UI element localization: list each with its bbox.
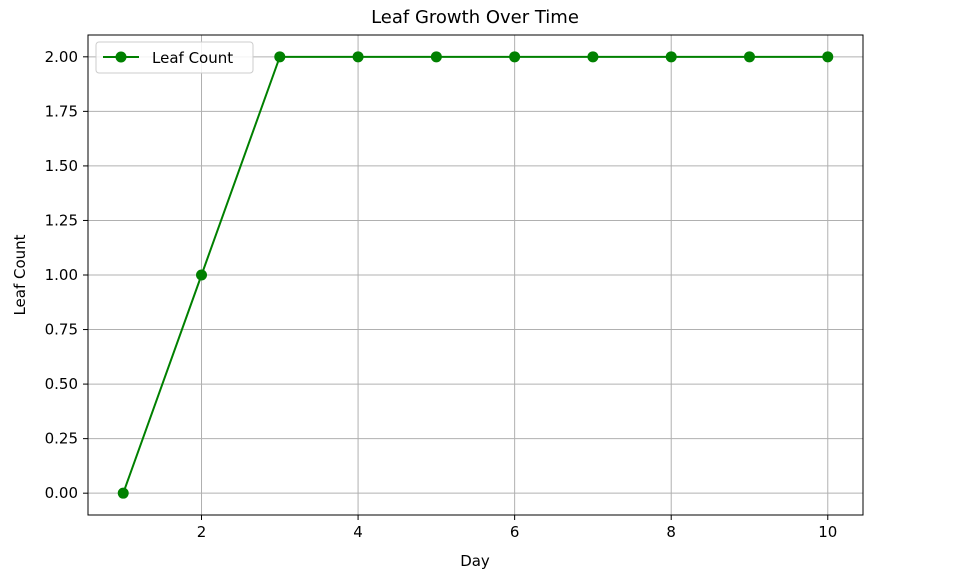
legend: Leaf Count: [95, 41, 254, 74]
y-tick-label: 1.75: [45, 102, 78, 120]
y-tick-label: 2.00: [45, 48, 78, 66]
x-tick-label: 2: [197, 523, 207, 541]
x-tick-label: 4: [353, 523, 363, 541]
axis-ticks: 2 4 6 8 10 0.00 0.25 0.50 0.75 1.00 1.25 1.50 1.75 2.…: [45, 48, 838, 541]
y-axis-label: Leaf Count: [11, 234, 29, 315]
y-tick-label: 1.25: [45, 211, 78, 229]
data-point: [509, 51, 521, 63]
y-tick-label: 1.50: [45, 157, 78, 175]
chart-title: Leaf Growth Over Time: [371, 7, 579, 28]
y-tick-label: 1.00: [45, 266, 78, 284]
data-point: [665, 51, 677, 63]
x-tick-label: 8: [666, 523, 676, 541]
data-point: [117, 487, 129, 499]
data-point: [430, 51, 442, 63]
y-tick-label: 0.75: [45, 321, 78, 339]
data-point: [196, 269, 208, 281]
legend-box: [95, 41, 254, 74]
series-line: [122, 55, 828, 494]
data-point: [352, 51, 364, 63]
y-tick-label: 0.50: [45, 375, 78, 393]
data-point: [587, 51, 599, 63]
y-tick-label: 0.25: [45, 430, 78, 448]
y-tick-label: 0.00: [45, 484, 78, 502]
x-tick-label: 10: [818, 523, 837, 541]
legend-marker-sample: [115, 51, 127, 63]
data-point: [743, 51, 755, 63]
x-tick-label: 6: [510, 523, 520, 541]
series-layer: [117, 51, 834, 499]
legend-label: Leaf Count: [152, 49, 233, 67]
x-axis-label: Day: [460, 552, 490, 570]
data-point: [822, 51, 834, 63]
data-point: [274, 51, 286, 63]
